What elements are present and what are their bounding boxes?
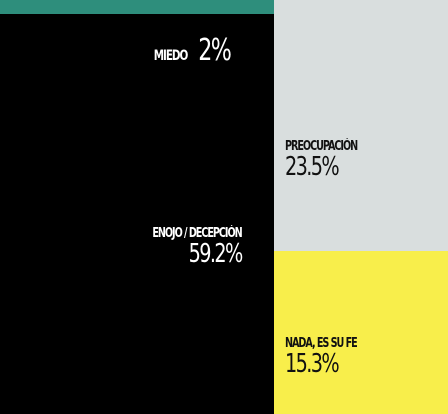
category-label-nada-es-su-fe: NADA, ES SU FE [285, 336, 358, 351]
category-label-preocupacion: PREOCUPACIÓN [285, 139, 358, 154]
category-label-enojo-decepcion: ENOJO / DECEPCIÓN [152, 226, 243, 241]
label-enojo-decepcion: ENOJO / DECEPCIÓN 59.2% [121, 224, 244, 269]
tile-preocupacion [274, 0, 448, 251]
value-label-miedo: 2% [198, 33, 232, 68]
label-nada-es-su-fe: NADA, ES SU FE 15.3% [285, 334, 382, 377]
category-label-miedo: MIEDO [154, 48, 189, 64]
value-label-enojo-decepcion: 59.2% [189, 239, 244, 269]
value-label-nada-es-su-fe: 15.3% [285, 349, 340, 379]
tile-enojo-decepcion [0, 14, 274, 414]
tile-nada-es-su-fe [274, 251, 448, 414]
label-preocupacion: PREOCUPACIÓN 23.5% [285, 137, 382, 180]
value-label-preocupacion: 23.5% [285, 152, 340, 182]
label-miedo: MIEDO 2% [142, 33, 232, 68]
tile-miedo [0, 0, 274, 14]
